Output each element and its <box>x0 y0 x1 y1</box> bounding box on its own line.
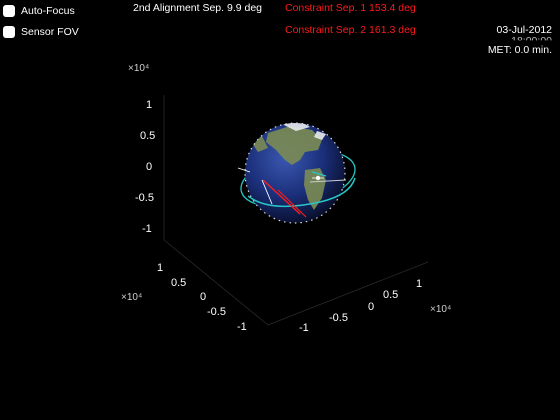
x-tick: 0 <box>368 301 374 313</box>
x-tick: -1 <box>299 322 309 334</box>
z-tick: 0 <box>146 161 152 173</box>
z-tick: 0.5 <box>140 130 155 142</box>
date-readout: 03-Jul-2012 <box>496 24 552 36</box>
z-tick: 1 <box>146 99 152 111</box>
y-axis-multiplier: ×10⁴ <box>121 292 142 303</box>
constraint-2-readout: Constraint Sep. 2 161.3 deg <box>285 24 416 36</box>
axis-frame <box>163 95 429 326</box>
x-tick: 0.5 <box>383 289 398 301</box>
x-axis-multiplier: ×10⁴ <box>430 304 451 315</box>
sensor-fov-checkbox[interactable] <box>3 26 15 38</box>
time-readout: 18:00:00 <box>511 35 552 47</box>
z-tick: -1 <box>142 223 152 235</box>
y-tick: -0.5 <box>207 306 226 318</box>
orbit-front-arc <box>247 177 356 207</box>
auto-focus-toggle[interactable]: Auto-Focus <box>3 5 75 17</box>
earth-globe <box>244 122 346 224</box>
auto-focus-label: Auto-Focus <box>21 5 75 17</box>
met-readout: MET: 0.0 min. <box>487 44 552 56</box>
auto-focus-checkbox[interactable] <box>3 5 15 17</box>
z-tick: -0.5 <box>135 192 154 204</box>
z-axis-multiplier: ×10⁴ <box>128 63 149 74</box>
y-tick: 0.5 <box>171 277 186 289</box>
sensor-fov-label: Sensor FOV <box>21 26 79 38</box>
alignment-readout: 2nd Alignment Sep. 9.9 deg <box>133 2 263 14</box>
y-tick: -1 <box>237 321 247 333</box>
y-tick: 1 <box>157 262 163 274</box>
spacecraft-marker-icon <box>312 175 324 181</box>
constraint-vectors <box>237 167 347 218</box>
constraint-1-readout: Constraint Sep. 1 153.4 deg <box>285 2 416 14</box>
x-tick: -0.5 <box>329 312 348 324</box>
sensor-fov-toggle[interactable]: Sensor FOV <box>3 26 79 38</box>
x-tick: 1 <box>416 278 422 290</box>
terminator-dots <box>244 122 346 224</box>
y-tick: 0 <box>200 291 206 303</box>
